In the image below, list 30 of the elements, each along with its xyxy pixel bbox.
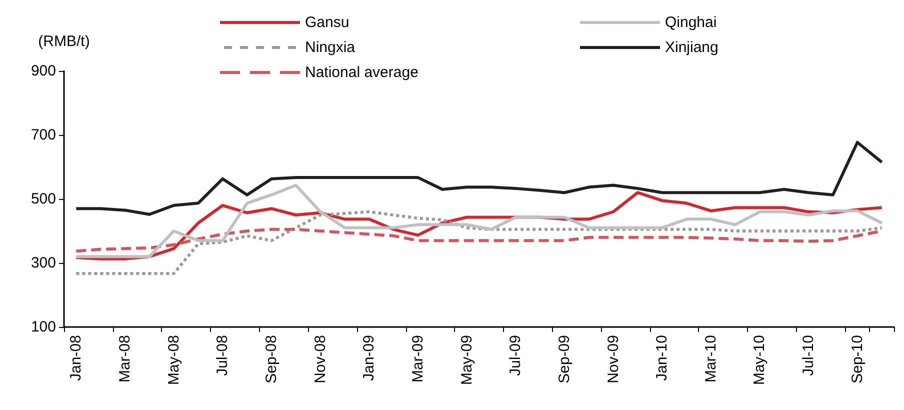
x-tick-label: Jul-08 bbox=[214, 335, 232, 376]
x-tick-label: Mar-08 bbox=[116, 335, 134, 383]
x-tick-label: May-08 bbox=[165, 335, 182, 386]
legend-label: Qinghai bbox=[665, 14, 717, 31]
line-series bbox=[74, 140, 884, 216]
legend-label: National average bbox=[305, 64, 418, 81]
x-tick-label: May-10 bbox=[751, 335, 768, 386]
x-tick-label: Jul-09 bbox=[507, 335, 524, 376]
legend-label: Gansu bbox=[305, 14, 350, 31]
x-tick-label: Jan-10 bbox=[654, 335, 671, 381]
x-tick-label: Mar-10 bbox=[702, 335, 720, 383]
y-tick-label: 500 bbox=[30, 190, 56, 208]
y-tick-label: 700 bbox=[30, 126, 56, 144]
line-series bbox=[74, 210, 884, 276]
y-tick-label: 900 bbox=[30, 62, 56, 80]
x-tick-label: Nov-08 bbox=[312, 335, 329, 384]
x-tick-label: Jan-09 bbox=[360, 335, 378, 381]
y-axis-title: (RMB/t) bbox=[38, 33, 90, 50]
y-tick-label: 300 bbox=[30, 254, 56, 272]
x-tick-label: Sep-08 bbox=[263, 335, 280, 384]
x-tick-label: Sep-09 bbox=[556, 335, 573, 384]
x-tick-label: Sep-10 bbox=[848, 335, 866, 384]
x-tick-label: Jul-10 bbox=[800, 335, 818, 376]
legend-label: Xinjiang bbox=[665, 39, 718, 56]
x-tick-label: May-09 bbox=[458, 335, 476, 386]
legend-label: Ningxia bbox=[305, 39, 356, 56]
y-tick-label: 100 bbox=[30, 318, 56, 336]
x-tick-label: Jan-08 bbox=[68, 335, 85, 381]
x-tick-label: Mar-09 bbox=[409, 335, 426, 383]
x-tick-label: Nov-09 bbox=[604, 335, 622, 384]
